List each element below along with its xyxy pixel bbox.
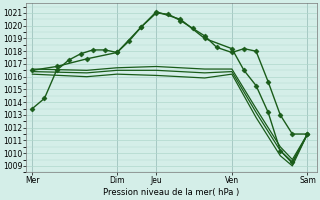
- X-axis label: Pression niveau de la mer( hPa ): Pression niveau de la mer( hPa ): [103, 188, 240, 197]
